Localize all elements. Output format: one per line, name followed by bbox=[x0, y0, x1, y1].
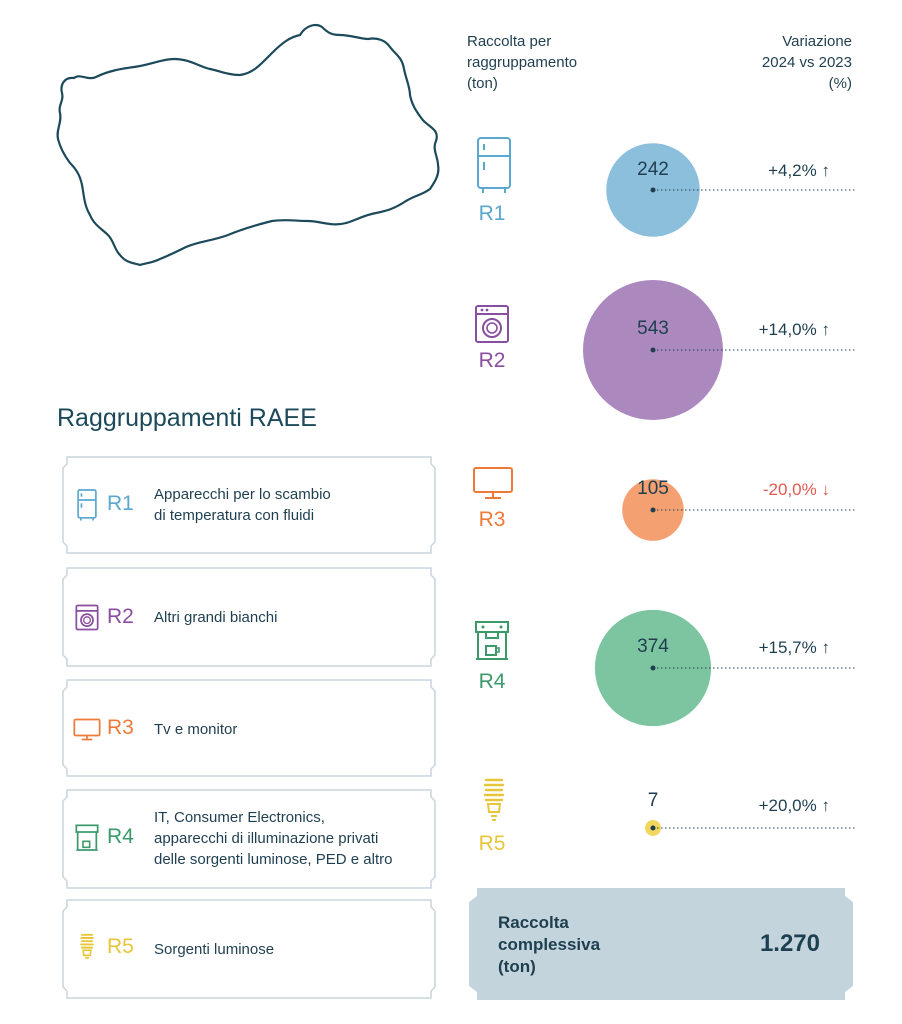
legend-code: R2 bbox=[107, 605, 134, 628]
bubble-center-dot bbox=[650, 507, 656, 513]
legend-item-r2: R2 Altri grandi bianchi bbox=[57, 567, 441, 667]
category-label-r5: R5 bbox=[478, 832, 506, 855]
legend-item-r4: R4 IT, Consumer Electronics, apparecchi … bbox=[57, 789, 441, 889]
bubble-center-dot bbox=[650, 825, 656, 831]
legend-frame bbox=[62, 456, 436, 554]
legend-item-r5: R5 Sorgenti luminose bbox=[57, 899, 441, 999]
lightbulb-icon bbox=[483, 778, 505, 821]
monitor-icon bbox=[473, 467, 513, 499]
category-label-r4: R4 bbox=[478, 670, 506, 693]
legend-code: R4 bbox=[107, 825, 134, 848]
bubble-center-dot bbox=[650, 665, 656, 671]
variation-r3: -20,0% ↓ bbox=[762, 480, 831, 499]
legend-frame bbox=[62, 899, 436, 999]
monitor-icon bbox=[73, 718, 101, 741]
category-label-r2: R2 bbox=[478, 349, 506, 372]
legend-desc: Apparecchi per lo scambio di temperatura… bbox=[154, 486, 331, 524]
bubble-value-r4: 374 bbox=[637, 636, 669, 657]
variation-r4: +15,7% ↑ bbox=[758, 638, 831, 657]
legend-desc: Altri grandi bianchi bbox=[154, 609, 278, 626]
bubble-value-r1: 242 bbox=[637, 159, 669, 180]
total-box bbox=[469, 888, 853, 1000]
variation-r5: +20,0% ↑ bbox=[758, 796, 831, 815]
collection-header: Raccolta per raggruppamento (ton) bbox=[467, 33, 578, 92]
variation-header: Variazione 2024 vs 2023 (%) bbox=[761, 33, 852, 92]
legend-frame bbox=[62, 789, 436, 889]
lightbulb-icon bbox=[80, 933, 94, 959]
bubble-value-r3: 105 bbox=[637, 478, 669, 499]
legend-title: Raggruppamenti RAEE bbox=[57, 404, 317, 432]
legend-code: R5 bbox=[107, 935, 134, 958]
legend-item-r3: R3 Tv e monitor bbox=[57, 679, 441, 777]
region-outline bbox=[56, 24, 440, 267]
arrow-up-icon: ↑ bbox=[821, 638, 831, 657]
legend-item-r1: R1 Apparecchi per lo scambio di temperat… bbox=[57, 456, 441, 554]
washing-machine-icon bbox=[475, 305, 509, 343]
total-label: Raccolta complessiva (ton) bbox=[498, 913, 601, 976]
category-label-r1: R1 bbox=[478, 202, 506, 225]
bubble-value-r5: 7 bbox=[647, 790, 659, 811]
bubble-value-r2: 543 bbox=[637, 318, 669, 339]
legend-desc: Sorgenti luminose bbox=[154, 941, 275, 958]
washing-machine-icon bbox=[75, 604, 99, 631]
fridge-icon bbox=[477, 137, 511, 193]
variation-r2: +14,0% ↑ bbox=[758, 320, 831, 339]
legend-frame bbox=[62, 567, 436, 667]
coffee-machine-icon bbox=[475, 621, 509, 660]
arrow-up-icon: ↑ bbox=[821, 161, 831, 180]
region-map bbox=[56, 24, 440, 267]
fridge-icon bbox=[77, 489, 97, 521]
bubble-center-dot bbox=[650, 187, 656, 193]
legend-code: R1 bbox=[107, 492, 134, 515]
legend-frame bbox=[62, 679, 436, 777]
category-label-r3: R3 bbox=[478, 508, 506, 531]
legend-desc: IT, Consumer Electronics, apparecchi di … bbox=[154, 809, 393, 868]
legend-code: R3 bbox=[107, 716, 134, 739]
arrow-down-icon: ↓ bbox=[821, 480, 831, 499]
coffee-machine-icon bbox=[75, 824, 99, 851]
bubble-center-dot bbox=[650, 347, 656, 353]
total-value: 1.270 bbox=[759, 930, 820, 957]
arrow-up-icon: ↑ bbox=[821, 320, 831, 339]
arrow-up-icon: ↑ bbox=[821, 796, 831, 815]
legend-desc: Tv e monitor bbox=[154, 721, 238, 738]
variation-r1: +4,2% ↑ bbox=[768, 161, 831, 180]
